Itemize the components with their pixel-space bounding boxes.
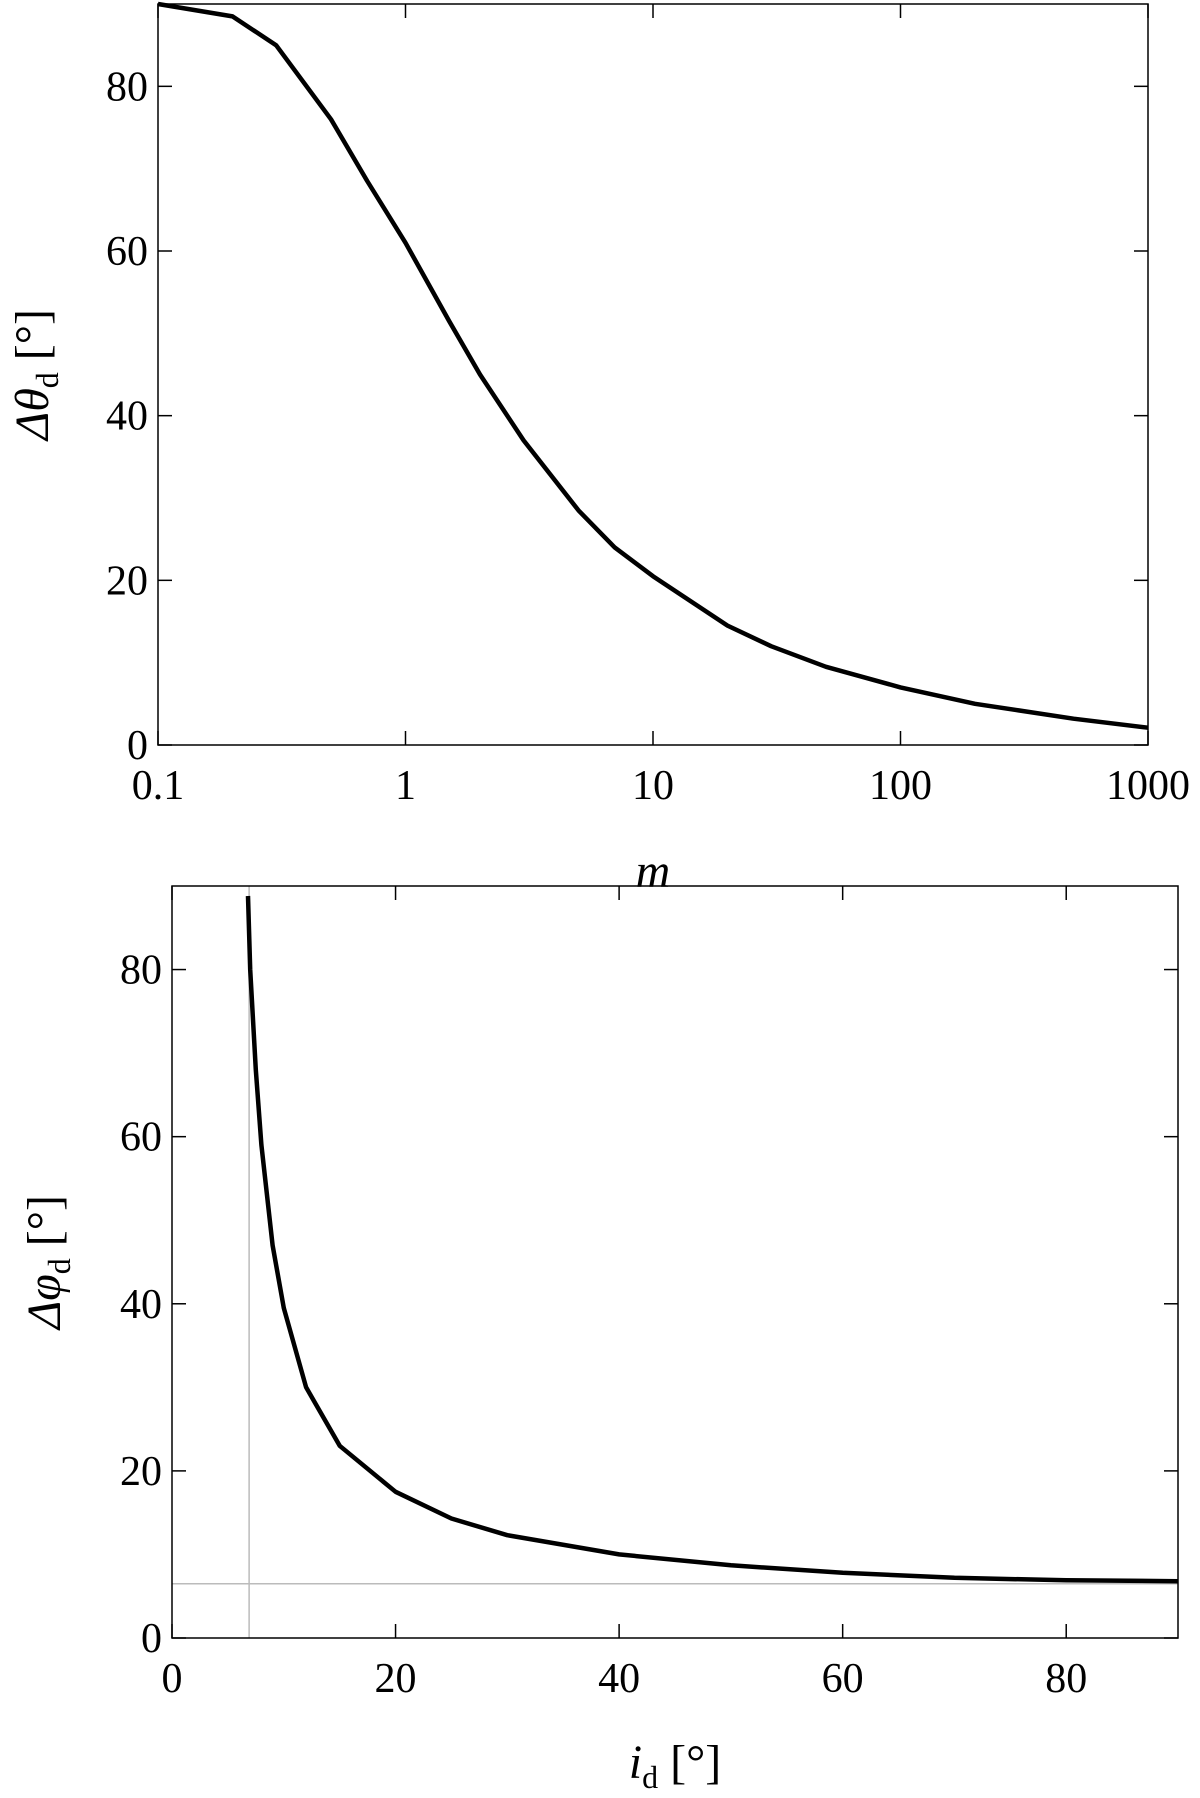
y-tick-label: 60 [120, 1115, 162, 1161]
y-axis-label-unit: [°] [6, 309, 59, 360]
y-axis-label-unit: [°] [18, 1195, 71, 1246]
x-axis-label: id [°] [629, 1736, 722, 1795]
y-axis-label-sub: d [41, 1258, 77, 1274]
x-tick-label: 100 [869, 763, 932, 809]
x-axis-label-main: m [636, 845, 671, 898]
y-tick-label: 80 [106, 64, 148, 110]
y-tick-label: 20 [120, 1449, 162, 1495]
x-tick-label: 80 [1045, 1656, 1087, 1702]
plot-frame [157, 3, 1149, 746]
y-tick-label: 40 [106, 394, 148, 440]
x-tick-label: 20 [375, 1656, 417, 1702]
x-axis-label-unit: [°] [670, 1736, 721, 1789]
x-tick-label: 1 [395, 763, 416, 809]
y-axis-label: Δφd [°] [18, 1195, 77, 1331]
y-tick-label: 80 [120, 948, 162, 994]
data-line [245, 895, 1179, 1584]
data-line [157, 1, 1149, 730]
x-tick-label: 10 [632, 763, 674, 809]
y-axis-label-main: Δθ [6, 388, 59, 442]
x-tick-label: 1000 [1106, 763, 1190, 809]
x-axis-label: m [636, 845, 671, 898]
y-tick-label: 40 [120, 1282, 162, 1328]
x-tick-label: 40 [598, 1656, 640, 1702]
x-tick-label: 0 [162, 1656, 183, 1702]
x-axis-label-sub: d [642, 1759, 658, 1795]
y-tick-label: 0 [127, 723, 148, 769]
y-tick-label: 60 [106, 229, 148, 275]
x-tick-label: 60 [822, 1656, 864, 1702]
plot-frame [171, 885, 1179, 1639]
x-tick-label: 0.1 [132, 763, 185, 809]
y-tick-label: 0 [141, 1616, 162, 1662]
y-axis-label: Δθd [°] [6, 309, 65, 442]
y-axis-label-sub: d [29, 372, 65, 388]
y-axis-label-main: Δφ [18, 1274, 71, 1331]
x-axis-label-main: i [629, 1736, 642, 1789]
y-tick-label: 20 [106, 558, 148, 604]
